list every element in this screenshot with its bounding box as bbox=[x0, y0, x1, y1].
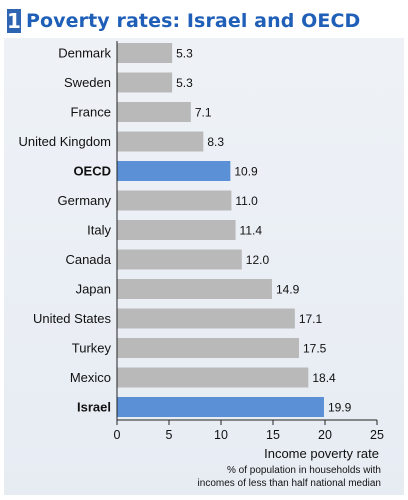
x-tick-label-25: 25 bbox=[370, 428, 384, 442]
category-label-israel: Israel bbox=[77, 400, 111, 415]
value-label-oecd: 10.9 bbox=[234, 165, 258, 179]
bar-sweden bbox=[117, 72, 173, 93]
category-label-sweden: Sweden bbox=[64, 75, 111, 90]
x-tick-label-20: 20 bbox=[318, 428, 332, 442]
value-label-france: 7.1 bbox=[195, 106, 212, 120]
category-label-denmark: Denmark bbox=[58, 46, 111, 61]
bar-denmark bbox=[117, 43, 173, 63]
bar-italy bbox=[117, 220, 236, 240]
value-label-canada: 12.0 bbox=[246, 253, 270, 267]
x-axis-note-line-2: incomes of less than half national media… bbox=[198, 478, 381, 489]
value-label-japan: 14.9 bbox=[276, 283, 300, 297]
category-label-italy: Italy bbox=[87, 223, 111, 238]
category-label-france: France bbox=[71, 105, 111, 120]
bar-germany bbox=[117, 190, 232, 211]
bar-united-kingdom bbox=[117, 131, 204, 152]
bar-turkey bbox=[117, 338, 299, 358]
x-axis-note-line-1: % of population in households with bbox=[227, 465, 381, 476]
chart-title: 1 Poverty rates: Israel and OECD bbox=[7, 8, 360, 34]
bar-united-states bbox=[117, 308, 295, 329]
bar-japan bbox=[117, 279, 272, 299]
bar-france bbox=[117, 102, 191, 122]
bar-oecd bbox=[117, 161, 231, 181]
bar-mexico bbox=[117, 367, 309, 388]
value-label-germany: 11.0 bbox=[235, 194, 258, 208]
x-tick-label-15: 15 bbox=[266, 428, 280, 442]
value-label-israel: 19.9 bbox=[328, 401, 352, 415]
category-label-canada: Canada bbox=[65, 252, 111, 267]
value-label-turkey: 17.5 bbox=[303, 342, 327, 356]
value-label-united-kingdom: 8.3 bbox=[207, 135, 224, 149]
category-label-united-states: United States bbox=[33, 311, 112, 326]
category-label-united-kingdom: United Kingdom bbox=[19, 134, 112, 149]
x-tick-label-10: 10 bbox=[214, 428, 228, 442]
value-label-denmark: 5.3 bbox=[176, 47, 193, 61]
x-axis-label: Income poverty rate bbox=[264, 446, 379, 461]
category-label-japan: Japan bbox=[76, 282, 111, 297]
category-label-turkey: Turkey bbox=[72, 341, 112, 356]
value-label-sweden: 5.3 bbox=[176, 76, 193, 90]
value-label-united-states: 17.1 bbox=[299, 312, 323, 326]
bar-canada bbox=[117, 249, 242, 270]
value-label-mexico: 18.4 bbox=[312, 371, 336, 385]
category-label-oecd: OECD bbox=[73, 164, 111, 179]
x-tick-label-0: 0 bbox=[114, 428, 121, 442]
category-label-mexico: Mexico bbox=[70, 370, 111, 385]
figure-number-badge: 1 bbox=[7, 9, 21, 33]
x-tick-label-5: 5 bbox=[166, 428, 173, 442]
bar-israel bbox=[117, 397, 324, 417]
category-label-germany: Germany bbox=[58, 193, 112, 208]
value-label-italy: 11.4 bbox=[240, 224, 263, 238]
chart-title-text: Poverty rates: Israel and OECD bbox=[26, 10, 361, 32]
